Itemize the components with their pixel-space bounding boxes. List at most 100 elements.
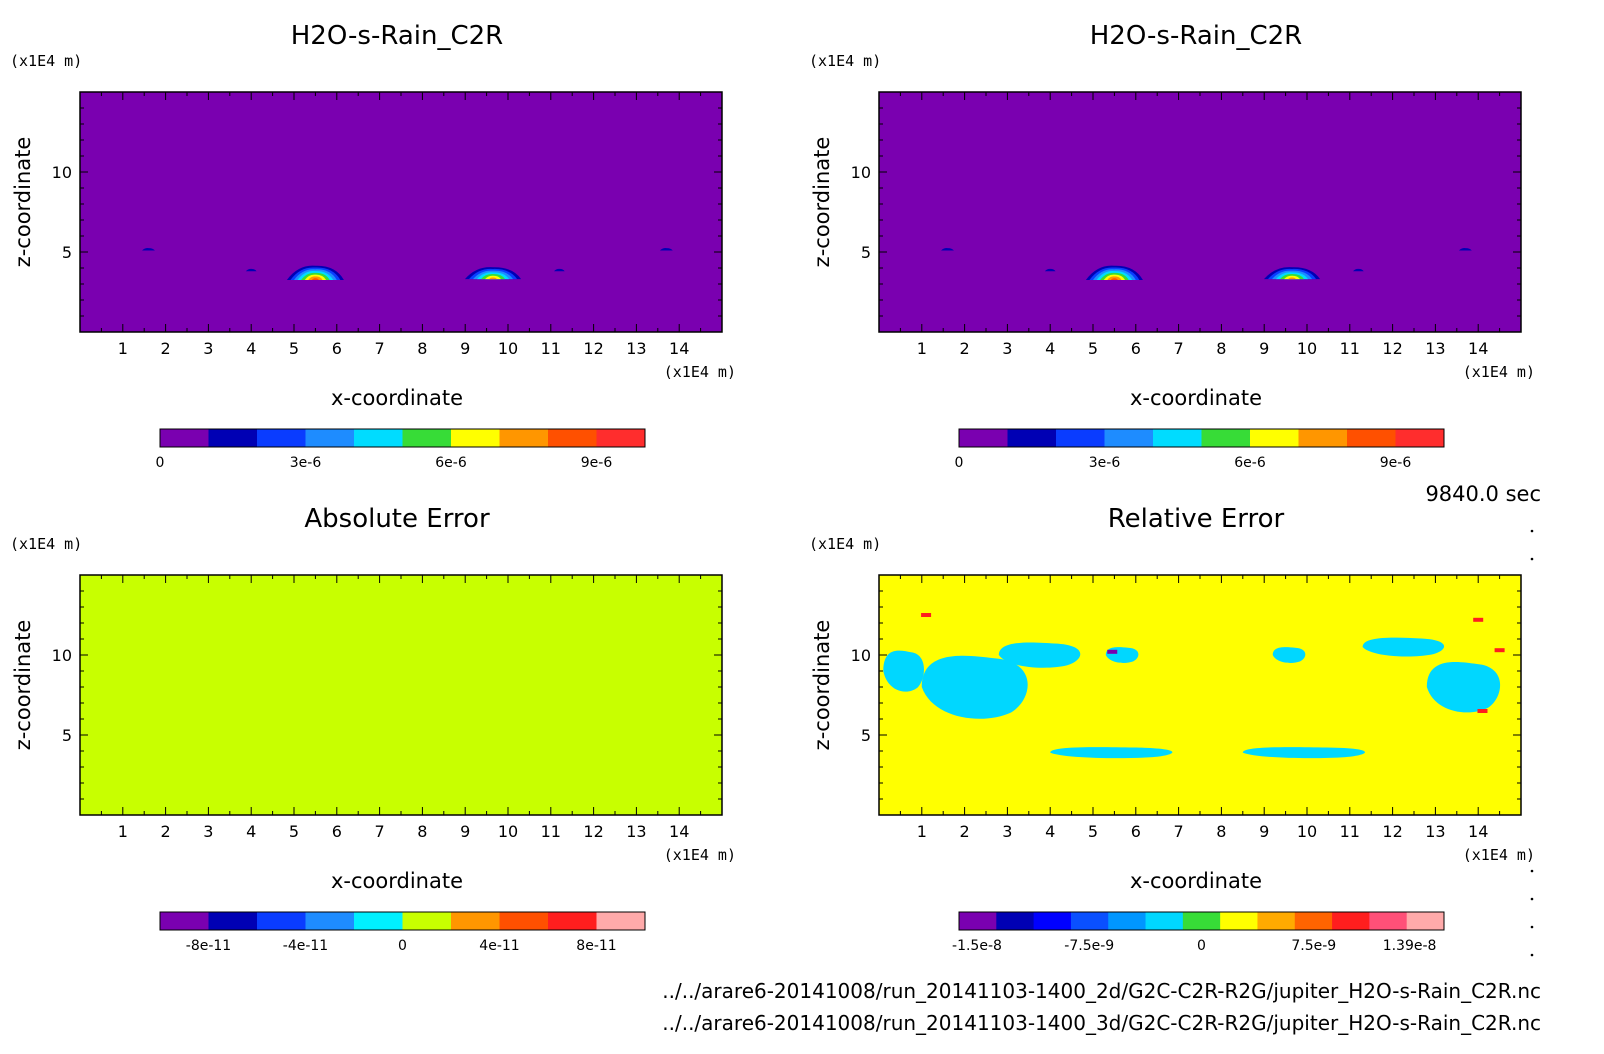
colorbar-tick-label: -4e-11 [283, 938, 328, 954]
contour-blob [308, 276, 323, 280]
colorbar-tick-label: -7.5e-9 [1064, 938, 1114, 954]
colorbar-tick-label: 0 [156, 455, 165, 471]
x-tick-label: 9 [1259, 339, 1269, 358]
colorbar-segment [305, 429, 355, 447]
colorbar-segment [1395, 429, 1445, 447]
colorbar-segment [208, 912, 258, 930]
panel-title: Relative Error [1108, 504, 1285, 534]
x-tick-label: 5 [1088, 339, 1098, 358]
contour-blob [554, 268, 565, 272]
colorbar-segment [1257, 912, 1296, 930]
contour-blob [1110, 278, 1118, 280]
x-tick-label: 4 [246, 822, 256, 841]
x-tick-label: 3 [203, 822, 213, 841]
panel-title: H2O-s-Rain_C2R [1090, 21, 1302, 51]
colorbar-segment [1153, 429, 1202, 447]
x-tick-label: 8 [1216, 339, 1226, 358]
colorbar-tick-label: 6e-6 [1234, 455, 1266, 471]
y-unit-label: (x1E4 m) [809, 535, 881, 553]
colorbar-segment [451, 912, 500, 930]
field-background [80, 92, 722, 332]
contour-spot [1477, 709, 1488, 713]
y-unit-label: (x1E4 m) [809, 52, 881, 70]
x-axis-label: x-coordinate [331, 386, 463, 410]
contour-blob [1458, 248, 1472, 251]
y-tick-label: 5 [861, 243, 871, 262]
y-axis-label: z-coordinate [810, 137, 834, 268]
contour-blob [1044, 268, 1056, 272]
colorbar-segment [1250, 429, 1299, 447]
contour-spot [1107, 649, 1118, 654]
contour-patch [998, 642, 1081, 668]
colorbar-segment [257, 429, 306, 447]
x-tick-label: 12 [1382, 339, 1402, 358]
colorbar-tick-label: 7.5e-9 [1291, 938, 1336, 954]
contour-blob [379, 272, 389, 276]
contour-blob [484, 275, 502, 280]
colorbar-segment [160, 429, 209, 447]
colorbar-segment [402, 912, 452, 930]
colorbar-segment [1033, 912, 1072, 930]
x-tick-label: 7 [1174, 339, 1184, 358]
y-unit-label: (x1E4 m) [10, 535, 82, 553]
x-tick-label: 4 [246, 339, 256, 358]
colorbar-segment [1332, 912, 1370, 930]
x-tick-label: 6 [1131, 822, 1141, 841]
colorbar-segment [305, 912, 355, 930]
x-tick-label: 7 [375, 339, 385, 358]
colorbar-tick-label: 1.39e-8 [1383, 938, 1437, 954]
colorbar-tick-label: -1.5e-8 [952, 938, 1002, 954]
contour-patch [122, 655, 229, 719]
contour-blob [1107, 276, 1122, 280]
contour-spot [1473, 617, 1484, 622]
contour-patch [1272, 647, 1306, 663]
colorbar-segment [1108, 912, 1147, 930]
x-tick-label: 13 [626, 822, 646, 841]
x-tick-label: 10 [1297, 822, 1317, 841]
contour-patch [883, 650, 925, 692]
x-tick-label: 1 [118, 822, 128, 841]
contour-blob [245, 268, 257, 272]
panel-title: Absolute Error [304, 504, 490, 534]
x-tick-label: 9 [460, 822, 470, 841]
x-tick-label: 10 [498, 822, 518, 841]
contour-patch [1362, 637, 1445, 657]
x-tick-label: 4 [1045, 339, 1055, 358]
contour-patch [251, 747, 374, 759]
contour-blob [1288, 277, 1297, 280]
colorbar-tick-label: 9e-6 [1380, 455, 1412, 471]
x-tick-label: 9 [1259, 822, 1269, 841]
colorbar-segment [354, 912, 403, 930]
x-axis-label: x-coordinate [1130, 386, 1262, 410]
contour-patch [443, 747, 566, 759]
y-tick-label: 5 [62, 243, 72, 262]
colorbar-frame [159, 428, 646, 448]
x-tick-label: 11 [1340, 822, 1360, 841]
colorbar-segment [596, 912, 646, 930]
contour-blob [489, 277, 498, 280]
colorbar-frame [958, 911, 1445, 931]
x-tick-label: 13 [626, 339, 646, 358]
colorbar-segment [354, 429, 403, 447]
contour-patch [1426, 661, 1501, 713]
x-tick-label: 12 [583, 822, 603, 841]
y-axis-label: z-coordinate [810, 620, 834, 751]
x-tick-label: 11 [541, 339, 561, 358]
colorbar-frame [958, 428, 1445, 448]
contour-blob [934, 245, 961, 251]
x-tick-label: 2 [960, 339, 970, 358]
colorbar-segment [959, 429, 1008, 447]
x-tick-label: 9 [460, 339, 470, 358]
contour-blob [1217, 272, 1226, 276]
x-tick-label: 13 [1425, 339, 1445, 358]
x-tick-label: 6 [1131, 339, 1141, 358]
contour-blob [653, 245, 680, 251]
x-tick-label: 14 [1468, 339, 1488, 358]
y-axis-label: z-coordinate [11, 620, 35, 751]
y-tick-label: 10 [52, 646, 72, 665]
x-tick-label: 7 [1174, 822, 1184, 841]
colorbar-segment [1056, 429, 1105, 447]
margin-dot [1530, 529, 1534, 533]
margin-dot [1530, 869, 1534, 873]
colorbar-tick-label: 3e-6 [1089, 455, 1121, 471]
